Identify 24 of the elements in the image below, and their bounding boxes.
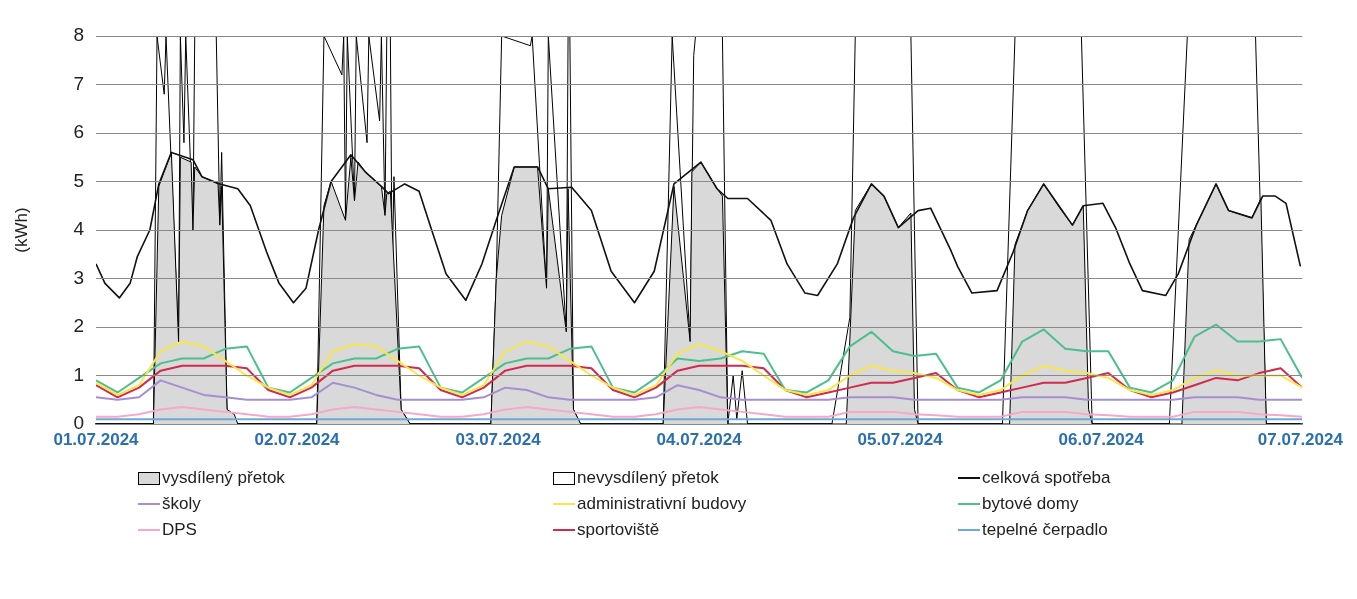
x-tick-label: 03.07.2024 (455, 429, 542, 449)
y-tick-label: 5 (73, 169, 84, 191)
y-tick-label: 1 (73, 363, 84, 385)
legend-label: sportoviště (577, 520, 660, 540)
legend-label: administrativní budovy (577, 494, 747, 514)
legend-label: bytové domy (982, 494, 1079, 514)
legend-label: nevysdílený přetok (577, 468, 719, 488)
legend-label: DPS (162, 520, 197, 540)
y-tick-label: 4 (73, 218, 85, 240)
x-tick-label: 07.07.2024 (1257, 429, 1344, 449)
y-tick-label: 8 (73, 24, 84, 46)
x-tick-label: 04.07.2024 (656, 429, 743, 449)
y-axis-title: (kWh) (11, 207, 31, 253)
y-tick-label: 6 (73, 121, 84, 143)
legend-label: vysdílený přetok (162, 468, 285, 488)
x-tick-label: 05.07.2024 (857, 429, 944, 449)
legend-label: celková spotřeba (982, 468, 1111, 488)
y-tick-label: 3 (73, 266, 84, 288)
x-tick-label: 02.07.2024 (254, 429, 341, 449)
legend-label: školy (162, 494, 201, 514)
x-tick-label: 06.07.2024 (1058, 429, 1145, 449)
legend-label: tepelné čerpadlo (982, 520, 1108, 540)
y-tick-label: 7 (73, 72, 84, 94)
y-tick-label: 2 (73, 315, 84, 337)
